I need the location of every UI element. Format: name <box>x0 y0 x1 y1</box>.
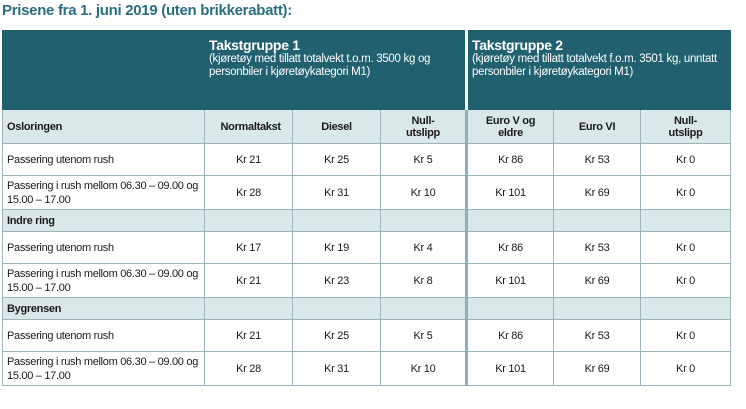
row-label: Passering utenom rush <box>2 319 205 352</box>
header-row: Takstgruppe 1 (kjøretøy med tillatt total… <box>2 30 732 110</box>
price-cell: Kr 101 <box>465 263 555 298</box>
group-header: Takstgruppe 1 (kjøretøy med tillatt total… <box>203 30 468 110</box>
column-header: Null-utslipp <box>640 109 732 144</box>
column-header-text: Normaltakst <box>220 120 282 133</box>
empty-cell <box>465 209 555 232</box>
column-header: Diesel <box>292 109 381 144</box>
row-label: Passering i rush mellom 06.30 – 09.00 og… <box>2 351 205 386</box>
price-cell: Kr 86 <box>465 319 555 352</box>
price-cell: Kr 53 <box>553 143 642 176</box>
price-cell: Kr 86 <box>465 143 555 176</box>
price-table: Takstgruppe 1 (kjøretøy med tillatt total… <box>2 30 732 386</box>
empty-cell <box>640 297 732 320</box>
price-cell: Kr 0 <box>640 175 732 210</box>
empty-cell <box>465 297 555 320</box>
group-description: (kjøretøy med tillatt totalvekt t.o.m. 3… <box>209 53 431 78</box>
price-cell: Kr 5 <box>379 319 468 352</box>
group-header: Takstgruppe 2 (kjøretøy med tillatt total… <box>465 30 732 110</box>
row-label: Passering utenom rush <box>2 143 205 176</box>
section-row: Bygrensen <box>2 297 732 320</box>
section-name: Bygrensen <box>2 297 205 320</box>
column-header-text: Null-utslipp <box>668 114 703 139</box>
price-cell: Kr 10 <box>379 175 468 210</box>
price-cell: Kr 0 <box>640 351 732 386</box>
section-name: Indre ring <box>2 209 205 232</box>
empty-cell <box>553 209 642 232</box>
row-label: Passering i rush mellom 06.30 – 09.00 og… <box>2 175 205 210</box>
price-cell: Kr 0 <box>640 231 732 264</box>
price-row: Passering utenom rush Kr 21 Kr 25 Kr 5 Kr 86… <box>2 143 732 176</box>
price-cell: Kr 21 <box>204 143 293 176</box>
column-header: Euro V og eldre <box>465 109 555 144</box>
price-cell: Kr 69 <box>553 175 642 210</box>
price-cell: Kr 69 <box>553 263 642 298</box>
price-row: Passering utenom rush Kr 21 Kr 25 Kr 5 Kr 86… <box>2 319 732 352</box>
price-cell: Kr 0 <box>640 319 732 352</box>
price-cell: Kr 69 <box>553 351 642 386</box>
empty-cell <box>640 209 732 232</box>
row-label: Passering utenom rush <box>2 231 205 264</box>
price-cell: Kr 5 <box>379 143 468 176</box>
column-header-row: Osloringen Normaltakst Diesel Null-utslipp E… <box>2 109 732 144</box>
column-header-text: Euro VI <box>578 120 616 133</box>
price-cell: Kr 8 <box>379 263 468 298</box>
price-cell: Kr 25 <box>292 319 381 352</box>
price-cell: Kr 25 <box>292 143 381 176</box>
price-cell: Kr 21 <box>204 319 293 352</box>
price-row: Passering utenom rush Kr 17 Kr 19 Kr 4 Kr 86… <box>2 231 732 264</box>
group-description: (kjøretøy med tillatt totalvekt f.o.m. 3… <box>472 53 717 78</box>
price-cell: Kr 101 <box>465 175 555 210</box>
price-cell: Kr 23 <box>292 263 381 298</box>
price-cell: Kr 0 <box>640 143 732 176</box>
price-cell: Kr 19 <box>292 231 381 264</box>
empty-cell <box>204 209 293 232</box>
column-header-text: Diesel <box>321 120 352 133</box>
price-cell: Kr 86 <box>465 231 555 264</box>
price-row: Passering i rush mellom 06.30 – 09.00 og… <box>2 263 732 298</box>
price-cell: Kr 31 <box>292 175 381 210</box>
row-label: Passering i rush mellom 06.30 – 09.00 og… <box>2 263 205 298</box>
column-header: Null-utslipp <box>379 109 468 144</box>
price-row: Passering i rush mellom 06.30 – 09.00 og… <box>2 351 732 386</box>
empty-cell <box>553 297 642 320</box>
price-row: Passering i rush mellom 06.30 – 09.00 og… <box>2 175 732 210</box>
price-cell: Kr 31 <box>292 351 381 386</box>
price-cell: Kr 28 <box>204 351 293 386</box>
page-title: Prisene fra 1. juni 2019 (uten brikkerab… <box>2 2 292 19</box>
price-cell: Kr 53 <box>553 231 642 264</box>
column-header-text: Null-utslipp <box>406 114 440 139</box>
empty-cell <box>292 297 381 320</box>
price-cell: Kr 10 <box>379 351 468 386</box>
price-cell: Kr 4 <box>379 231 468 264</box>
column-header: Normaltakst <box>204 109 293 144</box>
section-row: Indre ring <box>2 209 732 232</box>
section-name: Osloringen <box>2 109 205 144</box>
price-cell: Kr 17 <box>204 231 293 264</box>
price-cell: Kr 21 <box>204 263 293 298</box>
price-cell: Kr 28 <box>204 175 293 210</box>
empty-cell <box>379 209 468 232</box>
empty-cell <box>379 297 468 320</box>
price-cell: Kr 0 <box>640 263 732 298</box>
column-header: Euro VI <box>553 109 642 144</box>
header-cell <box>2 30 205 110</box>
empty-cell <box>204 297 293 320</box>
column-header-text: Euro V og eldre <box>485 114 536 139</box>
empty-cell <box>292 209 381 232</box>
price-cell: Kr 53 <box>553 319 642 352</box>
group-title: Takstgruppe 1 <box>209 37 300 53</box>
price-cell: Kr 101 <box>465 351 555 386</box>
group-title: Takstgruppe 2 <box>472 37 563 53</box>
